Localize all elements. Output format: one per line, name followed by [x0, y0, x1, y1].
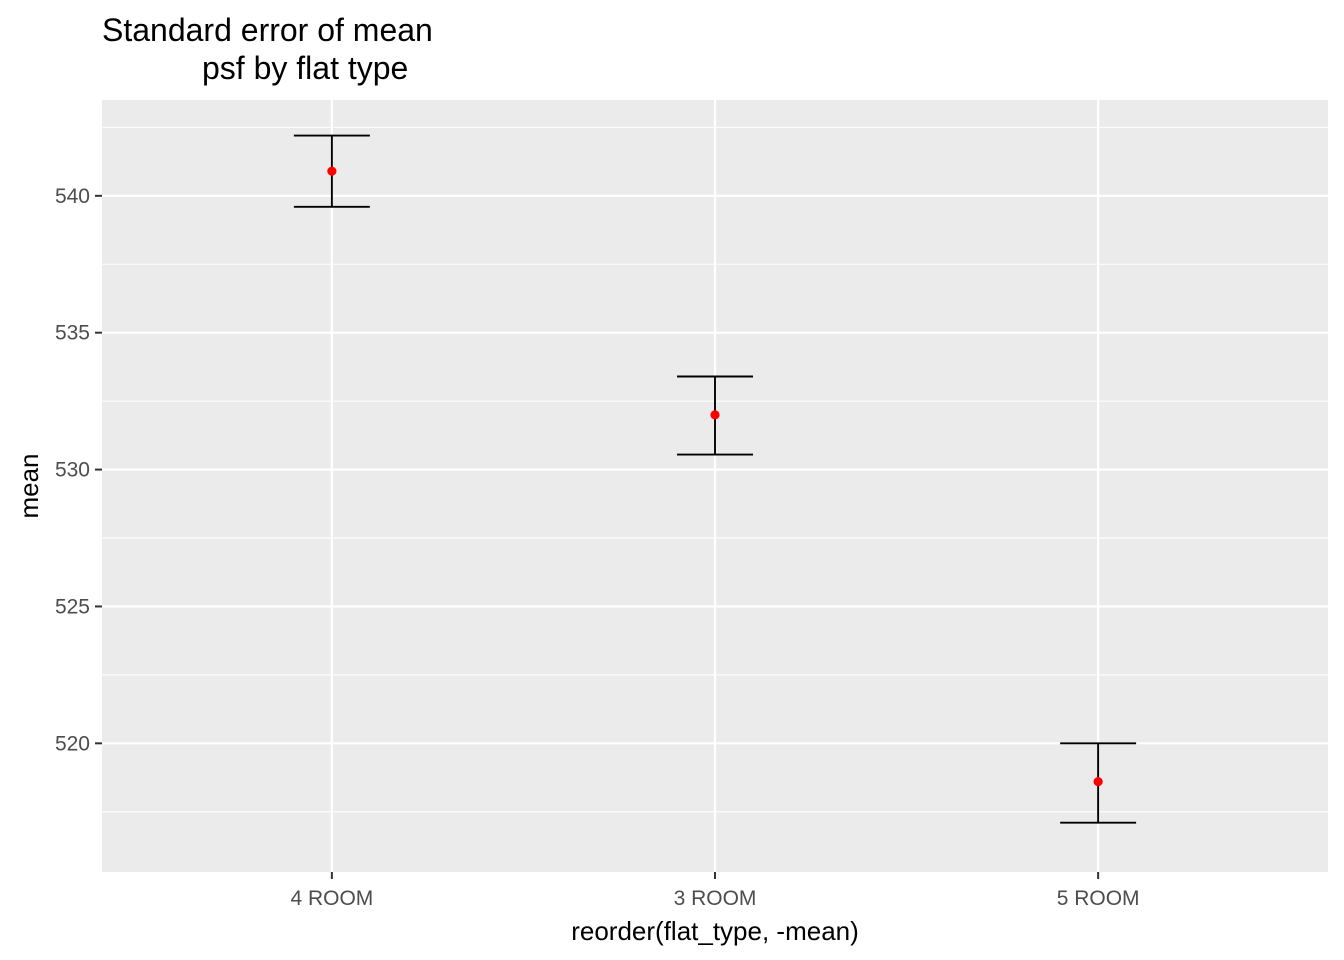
- y-tick-label: 520: [55, 732, 90, 755]
- mean-point: [327, 166, 337, 176]
- x-tick-label: 5 ROOM: [1057, 887, 1140, 910]
- x-tick-label: 3 ROOM: [674, 887, 757, 910]
- mean-points: [327, 166, 1103, 787]
- y-tick-label: 540: [55, 185, 90, 208]
- chart-title-line-2: psf by flat type: [202, 50, 408, 86]
- chart-title: Standard error of mean psf by flat type: [102, 12, 433, 86]
- y-tick-label: 525: [55, 595, 90, 618]
- y-tick-label: 535: [55, 322, 90, 345]
- x-axis-ticks: 4 ROOM 3 ROOM 5 ROOM: [290, 872, 1140, 910]
- x-axis-title: reorder(flat_type, -mean): [571, 916, 859, 946]
- x-tick-label: 4 ROOM: [290, 887, 373, 910]
- chart-title-line-1: Standard error of mean: [102, 12, 433, 48]
- y-axis-ticks: 520 525 530 535 540: [55, 185, 102, 755]
- y-tick-label: 530: [55, 459, 90, 482]
- y-axis-title: mean: [14, 453, 44, 518]
- mean-point: [710, 410, 720, 420]
- mean-point: [1093, 777, 1103, 787]
